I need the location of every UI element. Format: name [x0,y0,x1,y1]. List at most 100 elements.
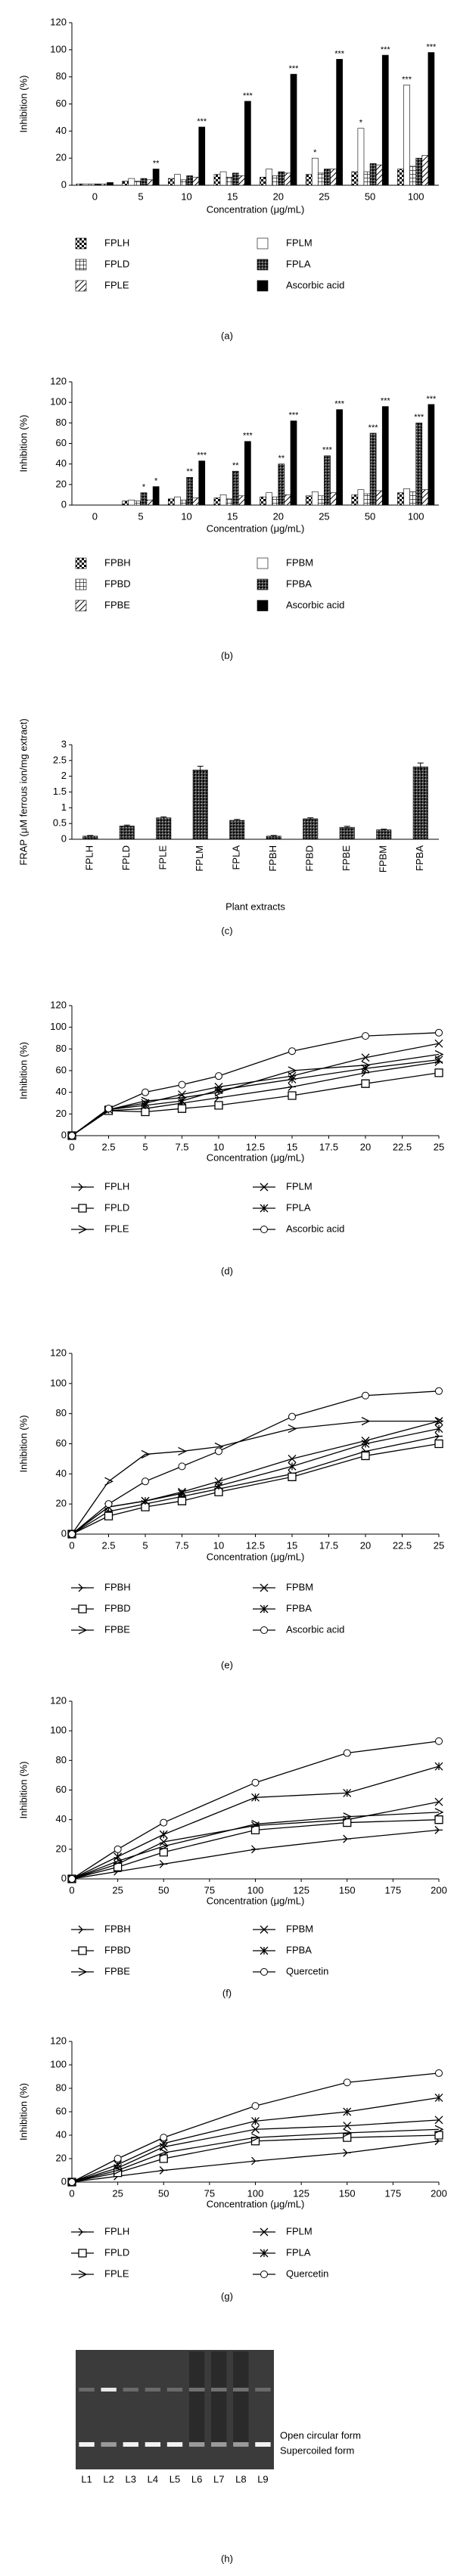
y-tick-label: 2.5 [53,754,67,765]
marker [78,1183,86,1192]
x-tick-label: 25 [434,1539,444,1551]
marker [343,1788,352,1797]
x-axis-label: Plant extracts [225,901,285,912]
legend-item: FPBA [253,1602,312,1613]
marker [435,1737,443,1745]
legend-item: FPBM [257,556,313,569]
significance-label: ** [232,461,239,470]
legend-label: FPBM [286,1923,313,1934]
marker [260,2271,268,2278]
band-supercoiled [255,2442,271,2447]
x-tick-label: 15 [227,510,238,522]
marker [104,1500,113,1508]
bar [266,492,273,506]
legend-item: Ascorbic acid [257,279,344,292]
x-tick-label: 25 [112,2187,123,2199]
bar [339,826,355,840]
y-tick-label: 3 [61,738,67,749]
marker [361,1440,370,1448]
line [71,1812,440,1880]
bar [266,169,273,186]
marker [159,2148,169,2157]
marker [114,1856,123,1866]
band-open-circular [166,2388,183,2392]
marker [260,1626,268,1634]
bar [152,486,160,506]
marker [78,1925,86,1934]
line [71,1741,440,1880]
y-axis-label: Inhibition (%) [17,1762,29,1819]
legend-swatch [257,557,269,569]
line [71,1420,439,1535]
band-open-circular [101,2388,117,2392]
legend-label: FPLM [286,1180,313,1192]
marker [434,1432,443,1440]
lane-label: L5 [169,2473,180,2485]
marker [78,1626,88,1635]
marker [288,1424,297,1434]
x-tick-label: 22.5 [393,1539,412,1551]
marker [288,1472,297,1481]
x-tick-label: 5 [138,191,143,202]
bar [82,183,89,186]
marker [214,1088,224,1097]
legend-label: FPBE [104,599,130,610]
bar [140,492,148,506]
legend-label: FPBA [286,578,312,589]
x-tick-label: 2.5 [101,1539,115,1551]
panel-label: (e) [221,1659,233,1670]
legend-swatch [75,237,87,250]
x-tick-label: FPLA [231,845,242,870]
legend-label: FPLH [104,2225,129,2237]
x-tick-label: 175 [385,2187,402,2199]
significance-label: ** [278,454,285,463]
line [71,1390,440,1535]
marker [215,1072,222,1080]
legend-item: Ascorbic acid [253,1223,344,1234]
x-tick-label: FPBD [304,845,316,872]
bar [219,494,227,506]
marker [141,1449,151,1459]
significance-label: * [313,148,317,157]
marker [288,1047,296,1056]
smear [233,2351,249,2442]
marker [434,1424,443,1434]
y-tick-label: 40 [56,457,67,469]
legend-label: FPLD [104,258,129,269]
line [71,1819,440,1880]
significance-label: *** [334,49,345,58]
x-tick-label: 75 [204,2187,215,2199]
x-tick-label: FPBH [267,845,278,872]
y-tick-label: 120 [50,2035,67,2046]
y-tick-label: 100 [50,1021,67,1032]
marker [434,2131,443,2140]
legend-item: FPLA [253,1201,311,1213]
legend-label: FPLE [104,279,129,290]
marker [214,1101,223,1110]
marker [343,2148,351,2157]
legend-label: FPLD [104,2246,129,2258]
marker [362,1032,369,1040]
marker [434,1815,443,1824]
band-label: Supercoiled form [280,2444,354,2456]
y-tick-label: 80 [56,1043,67,1054]
marker [114,2165,123,2175]
line [71,1765,440,1880]
bar [369,163,377,186]
bar [311,491,319,506]
y-tick-label: 80 [56,1407,67,1418]
bar [192,176,200,186]
legend-label: FPLA [286,2246,311,2258]
bar [186,175,193,186]
x-tick-label: 50 [158,1884,169,1896]
y-tick-label: 20 [56,478,67,489]
bar [351,171,359,186]
bar [415,423,423,506]
band-label: Open circular form [280,2429,361,2441]
y-axis-label: Inhibition (%) [17,1415,29,1473]
marker [434,2093,443,2102]
x-tick-label: 20 [273,191,284,202]
band-open-circular [255,2388,271,2392]
legend-item: Quercetin [253,2268,328,2279]
